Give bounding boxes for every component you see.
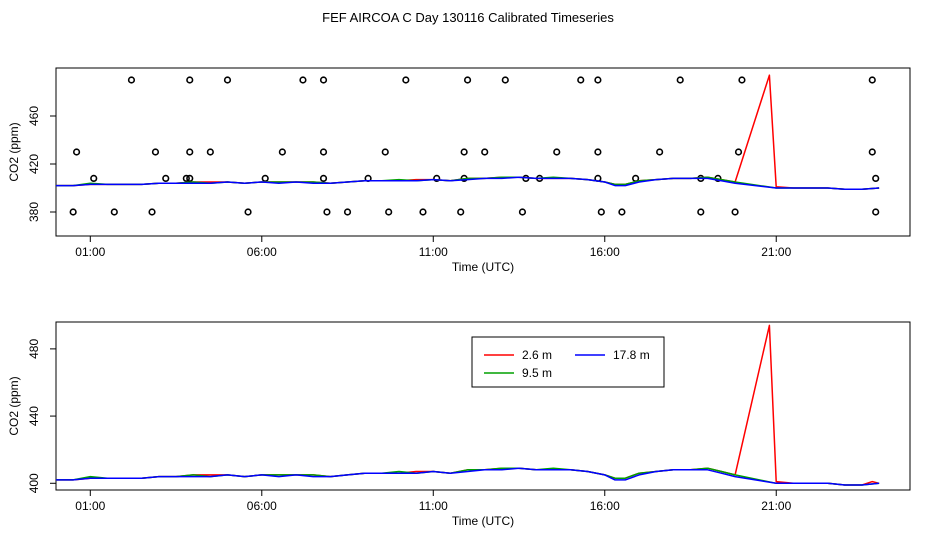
series-line-17-8-m — [56, 467, 880, 486]
y-tick-label: 380 — [27, 202, 41, 222]
y-tick-label: 400 — [27, 473, 41, 493]
flag-point — [597, 208, 605, 216]
bottom-panel: 01:00 06:00 11:00 16:00 21:00 400 440 480 Time (… — [7, 321, 911, 528]
flag-point — [868, 148, 876, 156]
flag-point — [148, 208, 156, 216]
x-tick-label: 11:00 — [419, 245, 448, 259]
plot-frame — [55, 67, 911, 237]
flag-point — [419, 208, 427, 216]
flag-point — [481, 148, 489, 156]
flag-point — [632, 174, 640, 182]
flag-point — [127, 76, 136, 84]
legend-label: 17.8 m — [613, 348, 650, 362]
flag-point — [731, 208, 739, 216]
x-axis-label: Time (UTC) — [452, 514, 514, 528]
y-tick-label: 480 — [27, 339, 41, 359]
flag-point — [319, 174, 328, 182]
flag-point — [697, 208, 705, 216]
flag-point — [385, 208, 393, 216]
flag-point — [299, 76, 307, 84]
flag-point — [738, 76, 746, 84]
x-tick-label: 21:00 — [761, 499, 791, 513]
flag-point — [460, 148, 468, 156]
flag-point — [734, 148, 743, 156]
flag-point — [72, 148, 81, 156]
flag-point — [151, 148, 160, 156]
x-tick-label: 11:00 — [419, 499, 448, 513]
flag-point — [553, 148, 561, 156]
x-axis-label: Time (UTC) — [452, 260, 514, 274]
flag-point — [90, 174, 98, 182]
flag-point — [323, 208, 331, 216]
series-line-9-5-m — [56, 176, 880, 190]
flag-point — [676, 76, 684, 84]
flag-point — [343, 208, 352, 216]
legend: 2.6 m 17.8 m 9.5 m — [471, 336, 665, 388]
y-tick-label: 420 — [27, 154, 41, 174]
flag-point — [518, 208, 527, 216]
y-tick-label: 440 — [27, 406, 41, 426]
flag-point — [223, 76, 232, 84]
flag-point — [868, 76, 876, 84]
x-tick-label: 06:00 — [247, 245, 277, 259]
legend-label: 2.6 m — [522, 348, 552, 362]
series-line-2-6-m — [56, 324, 880, 486]
flag-point — [186, 174, 194, 182]
flag-point — [457, 208, 465, 216]
y-tick-label: 460 — [27, 106, 41, 126]
flag-point — [261, 174, 269, 182]
flag-point — [594, 148, 602, 156]
flag-point — [872, 174, 880, 182]
flag-point — [186, 76, 194, 84]
flag-point — [162, 174, 170, 182]
x-tick-label: 01:00 — [75, 245, 105, 259]
plot-frame — [55, 321, 911, 491]
top-panel: 01:00 06:00 11:00 16:00 21:00 380 420 460 Time (… — [7, 67, 911, 274]
flag-point — [594, 76, 602, 84]
flag-point — [577, 76, 585, 84]
flag-point — [110, 208, 118, 216]
flag-point — [278, 148, 286, 156]
y-axis-label: CO2 (ppm) — [7, 122, 21, 181]
y-axis-label: CO2 (ppm) — [7, 376, 21, 435]
legend-box — [471, 336, 665, 388]
flag-point — [186, 148, 194, 156]
x-tick-label: 16:00 — [590, 499, 620, 513]
flag-point — [244, 208, 252, 216]
chart-title: FEF AIRCOA C Day 130116 Calibrated Times… — [322, 10, 614, 25]
flag-point — [872, 208, 880, 216]
flag-point — [182, 174, 190, 182]
x-tick-label: 06:00 — [247, 499, 277, 513]
flag-point — [206, 148, 214, 156]
flag-point — [319, 148, 328, 156]
legend-label: 9.5 m — [522, 366, 552, 380]
series-line-9-5-m — [56, 467, 880, 486]
flag-point — [501, 76, 509, 84]
flag-point — [618, 208, 626, 216]
flag-point — [381, 148, 389, 156]
flag-point — [319, 76, 328, 84]
flag-point — [433, 174, 441, 182]
x-tick-label: 01:00 — [75, 499, 105, 513]
flag-point — [463, 76, 472, 84]
x-tick-label: 16:00 — [590, 245, 620, 259]
series-line-17-8-m — [56, 176, 880, 190]
x-tick-label: 21:00 — [761, 245, 791, 259]
series-line-2-6-m — [56, 74, 880, 190]
flag-point — [402, 76, 410, 84]
flag-point — [69, 208, 77, 216]
flag-point — [656, 148, 664, 156]
